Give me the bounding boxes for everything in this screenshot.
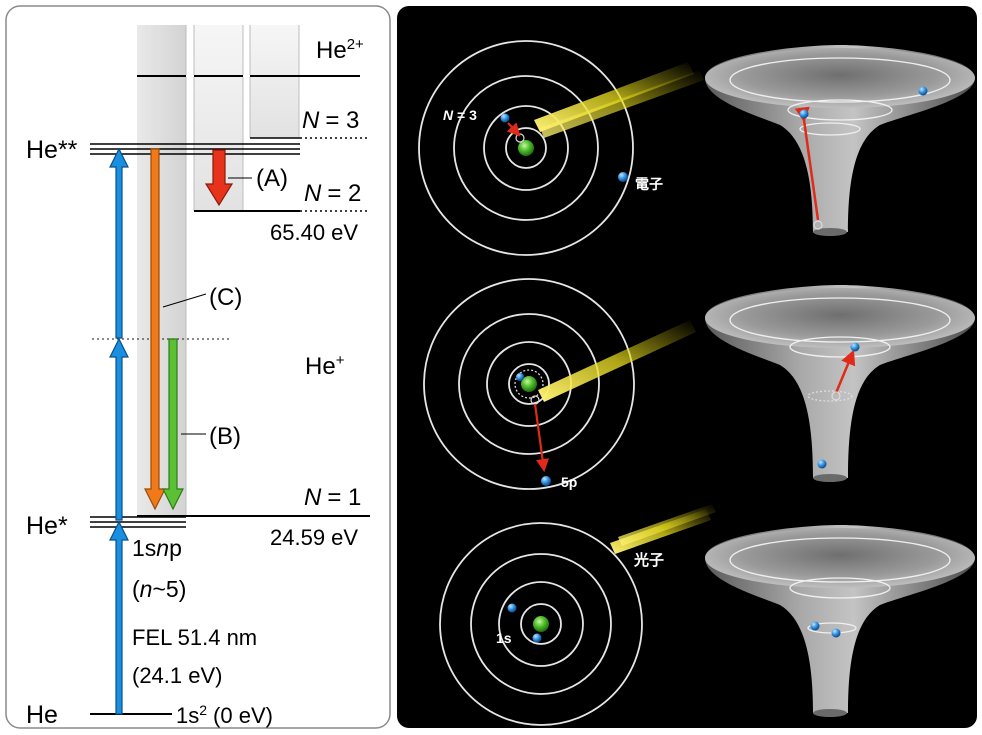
n3-orbit-label: N = 3: [443, 107, 477, 123]
n3-label: N = 3: [302, 107, 359, 134]
panel-frame: [5, 5, 391, 729]
photon-beam-1: [534, 62, 694, 132]
absorption-arrow-1: [109, 520, 129, 715]
orbital-1s-label: 1s: [496, 630, 512, 646]
nucleus-1: [518, 140, 534, 156]
nucleus-2: [521, 376, 537, 392]
process-c-arrow: [144, 148, 166, 511]
transition-arrow-1: [506, 122, 521, 137]
excited-config-label: 1snp: [132, 535, 182, 561]
n2-label: N = 2: [304, 180, 361, 207]
nucleus-3: [533, 616, 549, 632]
electron-2a: [516, 373, 524, 381]
he-plus-label: He+: [305, 352, 345, 380]
photon-label: 光子: [633, 551, 664, 569]
photon-beam-3b: [618, 504, 716, 546]
electron-1: [618, 172, 628, 182]
ground-config-label: 1s2 (0 eV): [176, 702, 273, 728]
dashed-orbit-2: [514, 369, 544, 399]
fel-wavelength-label: FEL 51.4 nm: [132, 625, 257, 650]
energy-level-panel: He2+ N = 3 He** (A) N = 2 65.40 eV (C) He+…: [5, 5, 391, 729]
he2plus-label: He2+: [316, 36, 364, 64]
n2-energy-label: 65.40 eV: [270, 220, 358, 245]
process-b-label: (B): [209, 423, 241, 450]
electron-1s-a: [507, 603, 517, 613]
fel-absorption-arrows: [109, 147, 129, 715]
potential-funnel-3: [705, 525, 975, 717]
process-c-label: (C): [209, 284, 242, 311]
he-ground-label: He: [26, 701, 58, 729]
he-excited-label: He*: [26, 512, 68, 540]
absorption-arrow-3: [109, 147, 129, 339]
process-b-arrow: [162, 338, 184, 511]
potential-funnel-1: [705, 45, 975, 236]
excited-n-label: (n~5): [132, 576, 186, 602]
n1-label: N = 1: [304, 484, 361, 511]
orbit-diagram-2: [423, 278, 635, 490]
leader-c: [162, 293, 207, 308]
n1-energy-label: 24.59 eV: [270, 525, 358, 550]
electron-n3-1: [500, 113, 510, 123]
electron-label: 電子: [635, 176, 663, 192]
electron-5p: [541, 476, 551, 486]
he-double-excited-label: He**: [26, 136, 78, 164]
electron-1s-b: [532, 633, 542, 643]
illustration-panel: N = 3 電子 5p: [397, 6, 977, 728]
process-a-label: (A): [256, 165, 288, 192]
absorption-arrow-2: [109, 337, 129, 521]
orbit-diagram-1: [418, 40, 634, 256]
orbital-5p-label: 5p: [561, 474, 577, 490]
process-a-arrow: [204, 149, 234, 207]
transition-arrow-2: [533, 403, 550, 473]
column-shade-1: [137, 25, 186, 517]
photon-beam-2: [538, 320, 696, 402]
photon-beam-1b: [540, 70, 704, 138]
potential-funnel-2: [705, 285, 975, 482]
column-shade-3: [250, 25, 299, 138]
orbit-diagram-3: [439, 522, 643, 726]
fel-energy-label: (24.1 eV): [132, 663, 223, 688]
